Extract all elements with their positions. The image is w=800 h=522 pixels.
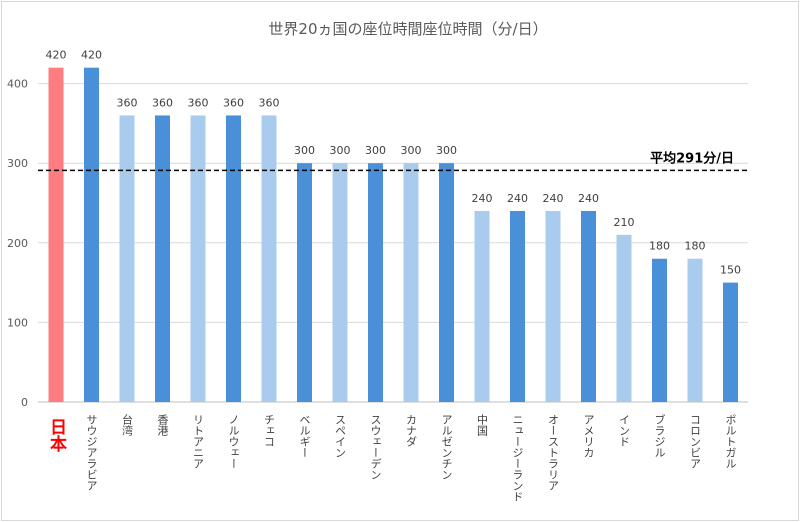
data-label: 360 — [117, 96, 138, 109]
category-label: ノルウェー — [227, 414, 240, 469]
grid-lines — [38, 83, 748, 403]
data-label: 300 — [330, 144, 351, 157]
data-label: 300 — [294, 144, 315, 157]
category-label: 台湾 — [121, 413, 134, 437]
y-tick-label: 300 — [7, 157, 28, 170]
bar — [48, 67, 64, 403]
bar — [261, 115, 277, 402]
bars — [48, 67, 738, 403]
data-label: 240 — [472, 192, 493, 205]
chart-title: 世界20ヵ国の座位時間座位時間（分/日） — [268, 20, 547, 38]
category-label: ポルトガル — [724, 414, 737, 469]
category-label: アメリカ — [582, 414, 595, 458]
bar — [190, 115, 206, 402]
category-label: リトアニア — [192, 414, 205, 469]
data-label: 180 — [685, 240, 706, 253]
data-label: 360 — [152, 96, 173, 109]
category-label: ニュージーランド — [511, 414, 524, 502]
bar — [84, 67, 99, 403]
bar — [474, 210, 490, 402]
category-label: オーストラリア — [547, 414, 560, 491]
bar — [581, 210, 596, 402]
bar — [616, 234, 632, 402]
bar — [332, 163, 348, 402]
bar — [226, 115, 241, 402]
category-label: スペイン — [334, 414, 347, 458]
category-label: コロンビア — [689, 414, 702, 469]
y-tick-label: 200 — [7, 237, 28, 250]
data-label: 300 — [436, 144, 457, 157]
data-label: 180 — [649, 240, 670, 253]
data-label: 360 — [223, 96, 244, 109]
average-line-group: 平均291分/日 — [38, 150, 748, 172]
y-tick-label: 400 — [7, 78, 28, 91]
bar — [510, 210, 525, 402]
bar — [155, 115, 170, 402]
category-label-highlight: 日本 — [46, 418, 67, 453]
bar — [439, 163, 454, 402]
category-label: 中国 — [476, 414, 489, 437]
category-label: スウェーデン — [369, 414, 382, 480]
category-label: カナダ — [405, 414, 418, 447]
category-label: ベルギー — [298, 414, 311, 458]
bar — [119, 115, 135, 402]
y-tick-label: 0 — [21, 396, 28, 409]
data-label: 240 — [578, 192, 599, 205]
data-label: 150 — [720, 264, 741, 277]
data-label: 360 — [259, 96, 280, 109]
category-label: インド — [618, 414, 631, 447]
bar — [652, 258, 667, 402]
data-label: 300 — [365, 144, 386, 157]
category-label: ブラジル — [653, 413, 666, 458]
data-label: 360 — [188, 96, 209, 109]
data-labels: 420 420 360 360 360 360 360 300 300 300 300 300 240 2… — [46, 49, 742, 277]
data-label: 210 — [614, 216, 635, 229]
category-label: アルゼンチン — [440, 414, 453, 480]
bar — [723, 282, 738, 402]
data-label: 240 — [543, 192, 564, 205]
data-label: 420 — [81, 49, 102, 62]
bar — [297, 163, 312, 402]
bar — [545, 210, 561, 402]
category-label: サウジアラビア — [85, 414, 98, 491]
data-label: 240 — [507, 192, 528, 205]
bar — [368, 163, 383, 402]
bar — [403, 163, 419, 402]
category-label: 香港 — [156, 414, 169, 436]
average-label: 平均291分/日 — [650, 150, 734, 166]
data-label: 420 — [46, 49, 67, 62]
category-labels: 日本 サウジアラビア 台湾 香港 リトアニア ノルウェー チェコ ベルギー スペイン スウェーデン… — [46, 413, 737, 502]
y-axis: 0 100 200 300 400 — [7, 78, 28, 409]
bar — [687, 258, 703, 402]
data-label: 300 — [401, 144, 422, 157]
category-label: チェコ — [263, 414, 276, 447]
y-tick-label: 100 — [7, 316, 28, 329]
